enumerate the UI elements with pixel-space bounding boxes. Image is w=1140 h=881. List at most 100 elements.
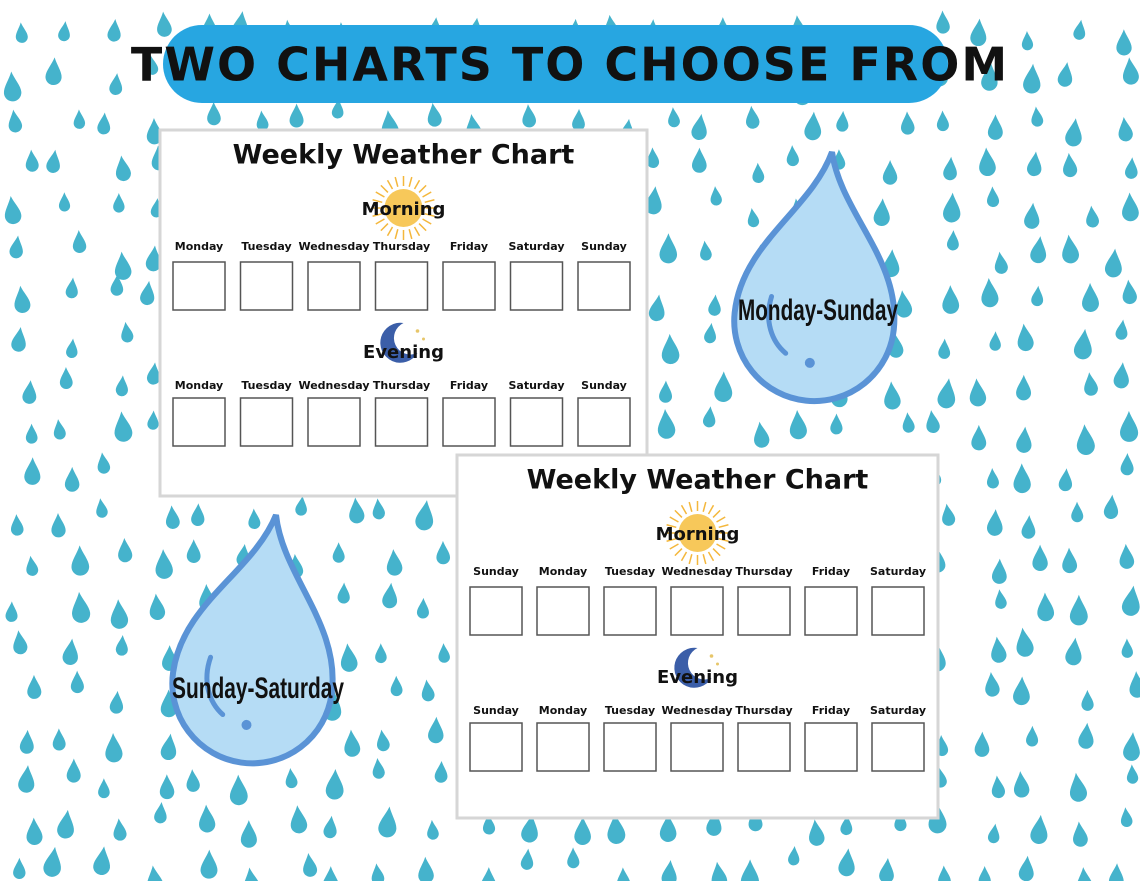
charts: Monday-Sunday Weekly Weather Chart Morning…: [158, 128, 940, 820]
raindrop: [1069, 772, 1087, 802]
raindrop: [987, 114, 1003, 140]
day-label: Tuesday: [605, 704, 655, 717]
raindrop: [26, 555, 39, 576]
raindrop: [149, 593, 166, 620]
sun: [384, 189, 423, 227]
raindrop: [978, 865, 991, 881]
raindrop: [691, 113, 707, 141]
raindrop: [691, 147, 707, 173]
raindrop: [1016, 627, 1034, 657]
raindrop: [1076, 424, 1095, 455]
day-box: [509, 397, 564, 447]
raindrop: [323, 815, 337, 839]
raindrop: [1123, 732, 1140, 761]
raindrop: [121, 321, 134, 343]
drop-highlight: [766, 293, 789, 356]
day-box: [239, 261, 294, 311]
raindrop: [482, 813, 496, 835]
raindrop: [62, 638, 78, 665]
raindrop: [344, 729, 361, 757]
raindrop: [986, 186, 1000, 208]
raindrop: [415, 500, 434, 531]
day-box: [737, 722, 791, 772]
raindrop: [70, 670, 84, 694]
raindrop: [1016, 426, 1032, 453]
raindrop: [165, 505, 180, 529]
sun-ray: [386, 179, 394, 190]
raindrop: [981, 62, 998, 91]
raindrop: [372, 758, 385, 779]
day-label: Friday: [450, 379, 488, 392]
raindrop: [1113, 362, 1129, 389]
raindrop: [986, 467, 999, 489]
day-box: [536, 722, 590, 772]
moon: [380, 322, 418, 363]
raindrop: [838, 848, 855, 877]
raindrop: [647, 147, 660, 169]
raindrop: [786, 145, 799, 167]
raindrop: [3, 71, 22, 102]
section-label: Evening: [363, 342, 444, 363]
raindrop: [109, 690, 124, 714]
raindrop: [659, 233, 678, 264]
raindrop: [25, 149, 39, 172]
raindrop: [72, 591, 91, 623]
sun-ray: [680, 504, 688, 515]
day-box: [374, 261, 429, 311]
raindrop: [321, 866, 340, 881]
sun-ray: [669, 516, 679, 523]
raindrop: [285, 767, 298, 789]
raindrop: [702, 406, 716, 428]
raindrop: [1078, 722, 1094, 749]
sun-ray: [716, 516, 726, 523]
raindrop: [66, 338, 78, 359]
raindrop: [240, 820, 257, 848]
raindrop: [43, 846, 61, 877]
raindrop: [114, 251, 132, 280]
raindrop: [1065, 637, 1082, 666]
raindrop: [902, 412, 915, 433]
raindrop: [1017, 323, 1034, 352]
raindrop: [371, 863, 385, 881]
sun-ray: [413, 179, 421, 190]
raindrop: [113, 193, 125, 213]
raindrop: [1021, 31, 1034, 51]
drop-label: Sunday-Saturday: [172, 672, 344, 705]
raindrop: [428, 716, 444, 744]
raindrop: [1027, 151, 1042, 177]
day-label: Wednesday: [661, 565, 732, 578]
star: [709, 654, 714, 658]
raindrop: [979, 147, 996, 177]
raindrop: [809, 819, 825, 846]
sun: [678, 514, 717, 552]
raindrop: [1057, 62, 1073, 87]
sun-ray: [688, 501, 693, 512]
raindrop: [1103, 494, 1119, 519]
raindrop: [1024, 202, 1040, 229]
sun-ray: [702, 501, 707, 512]
day-label: Saturday: [509, 379, 565, 392]
raindrop: [10, 514, 24, 536]
raindrop: [1118, 117, 1133, 142]
raindrop: [700, 240, 712, 261]
raindrop: [1037, 592, 1055, 622]
day-label: Tuesday: [241, 240, 291, 253]
raindrop: [199, 804, 216, 833]
raindrop: [59, 367, 73, 389]
big-drop: [169, 513, 336, 767]
raindrop: [146, 362, 160, 385]
day-label: Sunday: [581, 240, 627, 253]
day-label: Monday: [175, 379, 223, 392]
raindrop: [1122, 192, 1139, 222]
raindrop: [13, 857, 26, 879]
day-label: Thursday: [373, 240, 430, 253]
raindrop: [1116, 29, 1132, 56]
raindrop: [572, 108, 585, 131]
sun-ray: [422, 191, 432, 198]
raindrop: [115, 375, 128, 397]
sun-ray: [413, 226, 421, 237]
raindrop: [229, 774, 248, 806]
raindrop: [1016, 374, 1032, 401]
raindrop: [830, 413, 843, 435]
raindrop: [418, 856, 434, 881]
